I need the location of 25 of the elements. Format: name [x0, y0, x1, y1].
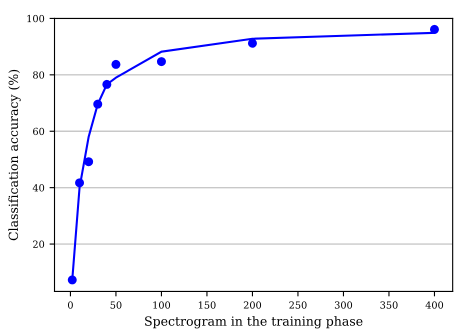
- y-tick-label: 100: [27, 14, 44, 22]
- point: [102, 80, 112, 89]
- point: [68, 275, 77, 284]
- point: [430, 24, 439, 34]
- point: [75, 178, 84, 188]
- point: [84, 157, 94, 166]
- x-tick-label: 250: [289, 301, 307, 309]
- point: [93, 100, 102, 109]
- x-tick-label: 200: [244, 301, 262, 309]
- x-tick-label: 300: [334, 301, 352, 309]
- x-tick-label: 400: [425, 301, 444, 309]
- point: [248, 38, 257, 48]
- point: [111, 60, 120, 69]
- x-tick-label: 350: [380, 301, 398, 309]
- y-axis-title: Classification accuracy (%): [8, 70, 21, 240]
- point: [156, 57, 166, 66]
- y-tick-label: 80: [33, 71, 44, 79]
- x-tick-label: 150: [198, 301, 216, 309]
- x-tick-label: 50: [110, 301, 122, 309]
- x-axis-title: Spectrogram in the training phase: [145, 316, 362, 328]
- y-tick-label: 60: [33, 128, 44, 136]
- x-tick-label: 0: [68, 301, 73, 309]
- y-tick-label: 20: [33, 240, 44, 248]
- y-tick-label: 40: [32, 184, 44, 192]
- x-tick-label: 100: [153, 301, 170, 309]
